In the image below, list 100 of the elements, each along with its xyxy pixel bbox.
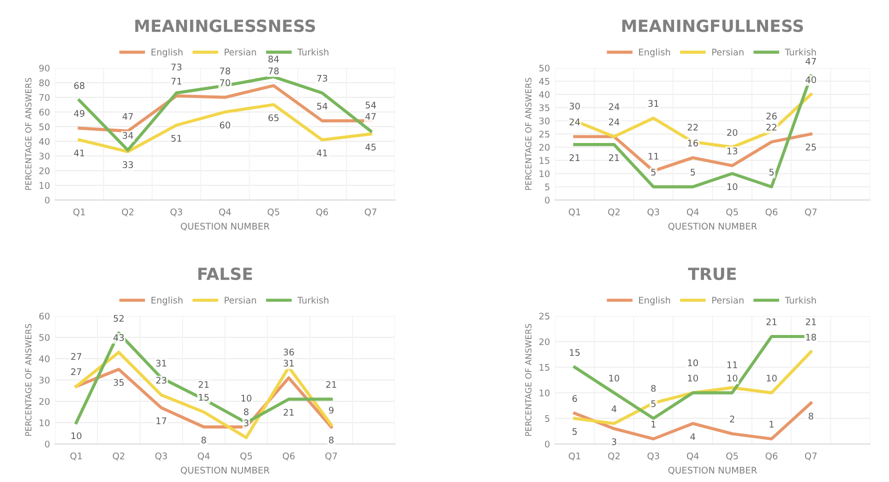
data-label: 21 [766,318,776,326]
data-label: 24 [608,118,620,126]
data-label: 10 [72,432,82,440]
data-label: 5 [572,428,577,435]
x-tick-label: Q5 [726,452,738,460]
data-label: 25 [806,144,816,151]
legend-label: Persian [224,296,256,304]
y-tick-label: 10 [540,390,550,396]
y-tick-label: 90 [39,64,50,72]
x-tick-label: Q3 [155,452,167,460]
x-tick-label: Q2 [112,452,124,460]
chart-title: MEANINGLESSNESS [135,20,316,32]
y-tick-label: 30 [39,152,50,160]
legend-label: Persian [712,296,744,304]
data-label: 5 [769,168,774,176]
y-tick-label: 0 [44,440,50,448]
data-label: 21 [326,381,336,388]
data-label: 68 [74,82,84,89]
data-label: 15 [199,394,209,401]
data-label: 65 [268,114,279,122]
data-label: 71 [171,78,182,84]
y-tick-label: 40 [39,138,50,145]
data-label: 24 [570,118,580,126]
y-tick-label: 20 [39,398,50,405]
x-axis-title: QUESTION NUMBER [668,466,757,475]
legend-label: Persian [224,48,256,56]
data-label: 10 [688,374,698,382]
x-tick-label: Q1 [73,208,85,216]
x-tick-label: Q2 [608,208,620,216]
data-label: 51 [171,135,182,142]
data-label: 8 [244,408,249,416]
data-label: 49 [74,110,84,117]
y-tick-label: 0 [44,196,50,204]
legend-label: English [639,296,670,306]
chart-title: MEANINGFULLNESS [622,20,803,32]
y-tick-label: 30 [39,376,50,384]
y-tick-label: 10 [540,170,550,178]
data-label: 41 [316,150,328,156]
data-label: 10 [688,359,698,366]
y-tick-label: 20 [539,144,550,151]
data-label: 33 [122,161,133,168]
x-tick-label: Q7 [325,452,337,460]
y-tick-label: 60 [39,312,50,320]
x-tick-label: Q6 [766,208,778,216]
data-label: 31 [284,360,294,367]
data-label: 3 [244,420,248,426]
data-label: 34 [122,132,134,139]
legend-label: English [152,48,183,58]
data-label: 36 [284,348,294,356]
data-label: 18 [806,334,816,341]
x-axis-title: QUESTION NUMBER [668,222,757,231]
data-label: 54 [366,102,376,109]
data-label: 5 [651,168,656,176]
data-label: 3 [612,438,616,446]
data-label: 9 [328,406,334,414]
data-label: 2 [730,416,734,422]
data-label: 8 [328,436,334,444]
x-tick-label: Q4 [686,452,699,460]
data-label: 21 [806,318,816,326]
legend-label: Turkish [784,296,816,304]
legend-label: Turkish [297,296,328,304]
data-label: 1 [770,420,774,428]
data-label: 84 [268,56,279,62]
data-label: 17 [156,418,166,424]
y-tick-label: 5 [545,415,550,422]
y-axis-title: PERCENTAGE OF ANSWERS [525,78,532,190]
x-tick-label: Q1 [568,452,580,460]
y-tick-label: 10 [40,182,50,189]
data-label: 5 [651,400,656,408]
x-tick-label: Q7 [805,208,817,216]
data-label: 41 [74,150,84,156]
y-axis-title: PERCENTAGE OF ANSWERS [525,324,532,436]
data-label: 30 [570,102,580,110]
data-label: 11 [727,362,738,368]
data-label: 45 [365,144,376,151]
data-label: 10 [242,394,252,402]
data-label: 43 [113,334,124,341]
x-tick-label: Q4 [219,208,231,216]
x-tick-label: Q5 [268,208,280,216]
y-tick-label: 30 [539,118,550,124]
x-tick-label: Q2 [608,452,620,460]
x-tick-label: Q4 [198,452,210,460]
legend-label: Turkish [784,48,816,56]
x-tick-label: Q1 [70,452,82,460]
y-tick-label: 80 [39,79,50,86]
data-label: 47 [122,113,133,120]
x-tick-label: Q7 [364,208,376,216]
legend-label: English [152,296,183,306]
data-label: 22 [766,124,776,131]
data-label: 73 [171,64,182,70]
x-tick-label: Q1 [568,208,580,216]
x-tick-label: Q6 [282,452,295,460]
x-tick-label: Q3 [648,208,660,216]
data-label: 27 [71,368,82,375]
data-label: 31 [156,360,166,367]
data-label: 15 [570,349,580,356]
y-tick-label: 25 [539,130,550,138]
y-tick-label: 25 [539,312,550,320]
data-label: 23 [156,376,166,384]
y-tick-label: 40 [539,91,550,98]
